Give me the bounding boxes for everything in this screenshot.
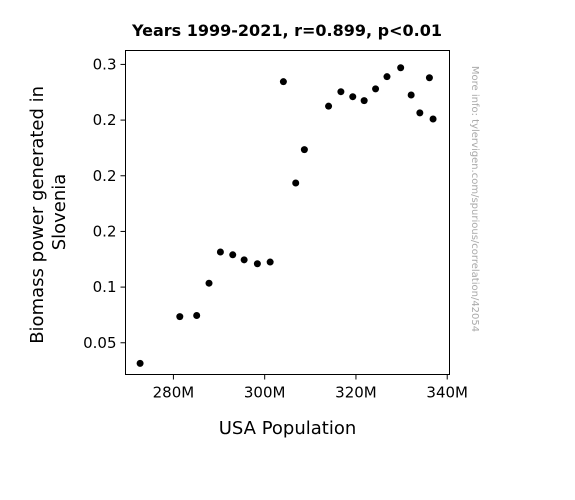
data-point bbox=[216, 248, 224, 256]
y-tick-label: 0.3 bbox=[93, 55, 117, 73]
data-point bbox=[136, 359, 144, 367]
data-point bbox=[176, 313, 184, 321]
x-tick-label: 320M bbox=[335, 384, 377, 402]
y-axis-label-line-2: Slovenia bbox=[49, 174, 70, 251]
data-point bbox=[337, 88, 345, 96]
data-point bbox=[425, 74, 433, 82]
data-point bbox=[429, 115, 437, 123]
x-axis-label: USA Population bbox=[219, 418, 357, 439]
x-tick-label: 280M bbox=[153, 384, 195, 402]
data-point bbox=[416, 109, 424, 117]
data-point bbox=[407, 91, 415, 99]
x-tick-label: 300M bbox=[244, 384, 286, 402]
data-point bbox=[240, 256, 248, 264]
data-point bbox=[279, 78, 287, 86]
x-axis-ticks: 280M 300M 320M 340M bbox=[153, 374, 468, 402]
data-point bbox=[253, 260, 261, 268]
plot-frame bbox=[125, 50, 450, 375]
data-points bbox=[136, 64, 437, 367]
data-point bbox=[383, 73, 391, 81]
data-point bbox=[205, 279, 213, 287]
data-point bbox=[349, 93, 357, 101]
y-axis-label-line-1: Biomass power generated in bbox=[27, 86, 48, 344]
y-axis-ticks: 0.05 0.1 0.2 0.2 0.2 0.3 bbox=[83, 55, 126, 352]
data-point bbox=[325, 102, 333, 110]
data-point bbox=[266, 258, 274, 266]
data-point bbox=[360, 97, 368, 105]
y-tick-label: 0.2 bbox=[93, 222, 117, 240]
data-point bbox=[372, 85, 380, 93]
x-tick-label: 340M bbox=[426, 384, 468, 402]
data-point bbox=[300, 146, 308, 154]
data-point bbox=[292, 179, 300, 187]
y-tick-label: 0.2 bbox=[93, 111, 117, 129]
data-point bbox=[193, 311, 201, 319]
data-point bbox=[229, 251, 237, 259]
chart-title: Years 1999-2021, r=0.899, p<0.01 bbox=[131, 21, 442, 40]
y-tick-label: 0.2 bbox=[93, 167, 117, 185]
y-tick-label: 0.1 bbox=[93, 278, 117, 296]
source-note: More info: tylervigen.com/spurious/corre… bbox=[469, 66, 480, 332]
y-axis-label: Biomass power generated in Slovenia bbox=[27, 80, 70, 344]
data-point bbox=[397, 64, 405, 72]
y-tick-label: 0.05 bbox=[83, 334, 116, 352]
